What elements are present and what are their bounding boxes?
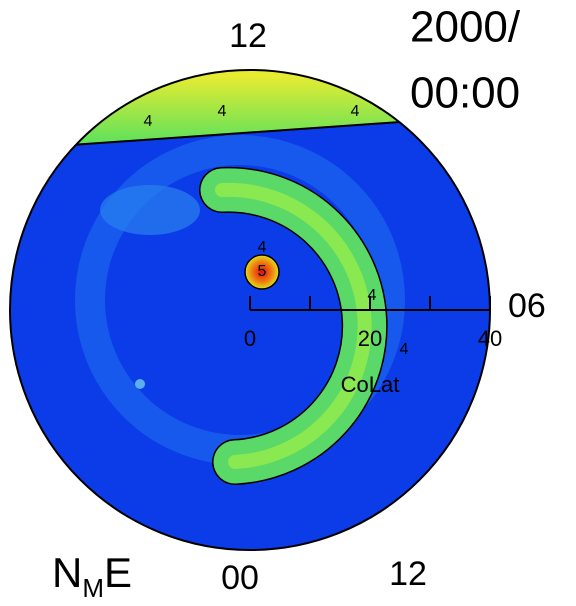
contour-label: 5 bbox=[258, 263, 267, 280]
radial-tick-label: 0 bbox=[244, 326, 256, 351]
footer-label: NME bbox=[52, 549, 132, 603]
title-line: 2000/ bbox=[410, 3, 521, 52]
contour-label: 4 bbox=[144, 113, 153, 130]
footer-sub: M bbox=[82, 573, 104, 603]
contour-label: 4 bbox=[351, 103, 360, 120]
footer-tail: E bbox=[104, 549, 132, 596]
hour-label: 12 bbox=[229, 17, 267, 55]
contour-label: 4 bbox=[218, 103, 227, 120]
radial-axis-label: CoLat bbox=[341, 372, 400, 397]
title-line: 00:00 bbox=[410, 69, 520, 118]
contour-label: 4 bbox=[368, 287, 377, 304]
footer-main: N bbox=[52, 549, 82, 596]
radial-tick-label: 20 bbox=[358, 326, 382, 351]
footer-text: 12 bbox=[389, 555, 427, 593]
chart: 12 06 2000/ 00:00 CoLat NME 00 12 0 20 40 4… bbox=[0, 0, 576, 606]
hour-label: 06 bbox=[508, 287, 546, 325]
radial-tick-label: 40 bbox=[478, 326, 502, 351]
contour-label: 4 bbox=[400, 341, 409, 358]
footer-text: 00 bbox=[221, 559, 259, 597]
contour-label: 4 bbox=[258, 239, 267, 256]
page: 12 06 2000/ 00:00 CoLat NME 00 12 0 20 40 4… bbox=[0, 0, 576, 606]
